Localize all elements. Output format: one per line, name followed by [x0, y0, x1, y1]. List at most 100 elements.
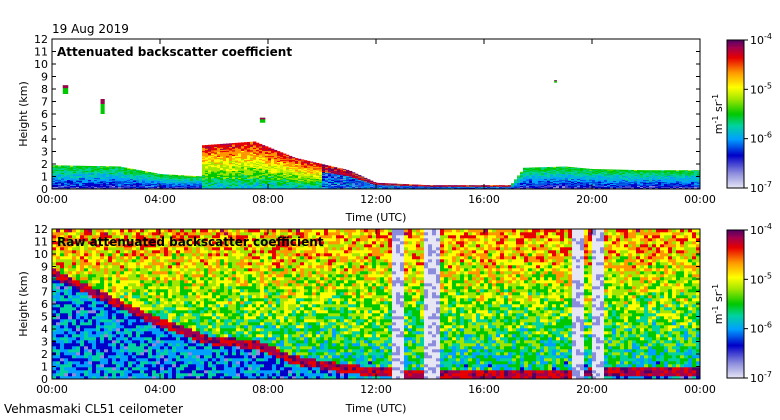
heatmap-cell — [103, 169, 107, 171]
heatmap-cell — [346, 174, 350, 176]
heatmap-cell — [85, 176, 89, 178]
heatmap-cell — [409, 184, 413, 185]
heatmap-cell — [208, 164, 212, 167]
heatmap-cell — [343, 182, 347, 184]
heatmap-cell — [301, 180, 305, 183]
heatmap-cell — [274, 172, 278, 174]
heatmap-cell — [256, 162, 260, 164]
heatmap-cell — [289, 177, 293, 179]
heatmap-cell — [79, 168, 83, 170]
heatmap-cell — [340, 186, 344, 188]
heatmap-cell — [241, 155, 245, 157]
heatmap-cell — [331, 177, 335, 179]
heatmap-cell — [139, 183, 143, 185]
heatmap-cell — [115, 172, 119, 174]
heatmap-cell — [64, 184, 68, 186]
heatmap-cell — [217, 172, 221, 174]
heatmap-cell — [85, 175, 89, 177]
heatmap-cell — [325, 171, 329, 173]
heatmap-cell — [301, 164, 305, 166]
heatmap-cell — [235, 171, 239, 174]
heatmap-cell — [106, 166, 110, 168]
heatmap-cell — [256, 175, 260, 177]
heatmap-cell — [253, 153, 257, 155]
heatmap-cell — [211, 174, 215, 177]
heatmap-cell — [301, 177, 305, 179]
heatmap-cell — [277, 170, 281, 172]
heatmap-cell — [313, 177, 317, 179]
heatmap-cell — [112, 184, 116, 186]
heatmap-cell — [343, 184, 347, 185]
heatmap-cell — [58, 177, 62, 179]
heatmap-cell — [259, 155, 263, 157]
heatmap-cell — [295, 169, 299, 171]
heatmap-cell — [346, 188, 350, 189]
heatmap-cell — [289, 185, 293, 187]
heatmap-cell — [235, 172, 239, 175]
heatmap-cell — [157, 173, 161, 175]
heatmap-cell — [67, 172, 71, 174]
heatmap-cell — [268, 185, 272, 188]
heatmap-cell — [337, 183, 341, 185]
heatmap-cell — [310, 177, 314, 179]
heatmap-cell — [292, 187, 296, 189]
heatmap-cell — [229, 186, 233, 189]
heatmap-cell — [136, 173, 140, 175]
heatmap-cell — [232, 145, 236, 147]
heatmap-cell — [112, 169, 116, 171]
heatmap-cell — [310, 175, 314, 178]
heatmap-cell — [61, 173, 65, 175]
heatmap-cell — [334, 177, 338, 179]
heatmap-cell — [142, 178, 146, 180]
heatmap-cell — [349, 170, 353, 172]
heatmap-cell — [295, 175, 299, 177]
heatmap-cell — [265, 161, 269, 163]
heatmap-cell — [64, 183, 68, 185]
heatmap-cell — [130, 172, 134, 174]
heatmap-cell — [316, 177, 320, 179]
heatmap-cell — [247, 166, 251, 169]
heatmap-cell — [88, 173, 92, 175]
heatmap-cell — [352, 176, 356, 178]
heatmap-cell — [268, 171, 272, 173]
heatmap-cell — [307, 182, 311, 184]
heatmap-cell — [130, 186, 134, 188]
heatmap-cell — [136, 175, 140, 176]
heatmap-cell — [130, 185, 134, 187]
heatmap-cell — [217, 157, 221, 160]
heatmap-cell — [253, 143, 257, 146]
heatmap-cell — [136, 171, 140, 173]
heatmap-cell — [91, 170, 95, 172]
heatmap-cell — [352, 175, 356, 177]
heatmap-cell — [85, 183, 89, 185]
heatmap-cell — [343, 179, 347, 180]
heatmap-cell — [118, 171, 122, 173]
heatmap-cell — [211, 176, 215, 179]
heatmap-cell — [70, 184, 74, 186]
heatmap-cell — [79, 166, 83, 168]
heatmap-cell — [304, 163, 308, 165]
heatmap-cell — [61, 178, 65, 180]
heatmap-cell — [121, 175, 125, 177]
heatmap-cell — [262, 183, 266, 186]
heatmap-cell — [319, 175, 323, 177]
heatmap-cell — [292, 179, 296, 181]
heatmap-cell — [226, 171, 230, 174]
heatmap-cell — [280, 177, 284, 179]
heatmap-cell — [277, 154, 281, 157]
heatmap-cell — [277, 160, 281, 162]
heatmap-cell — [151, 187, 155, 189]
heatmap-cell — [289, 187, 293, 189]
heatmap-cell — [58, 187, 62, 189]
heatmap-cell — [295, 181, 299, 183]
heatmap-cell — [268, 162, 272, 164]
heatmap-cell — [301, 172, 305, 174]
heatmap-cell — [76, 180, 80, 182]
heatmap-cell — [250, 174, 254, 177]
heatmap-cell — [373, 182, 377, 183]
heatmap-cell — [148, 175, 152, 177]
heatmap-cell — [298, 161, 302, 163]
heatmap-cell — [235, 184, 239, 186]
heatmap-cell — [250, 173, 254, 176]
heatmap-cell — [91, 187, 95, 189]
